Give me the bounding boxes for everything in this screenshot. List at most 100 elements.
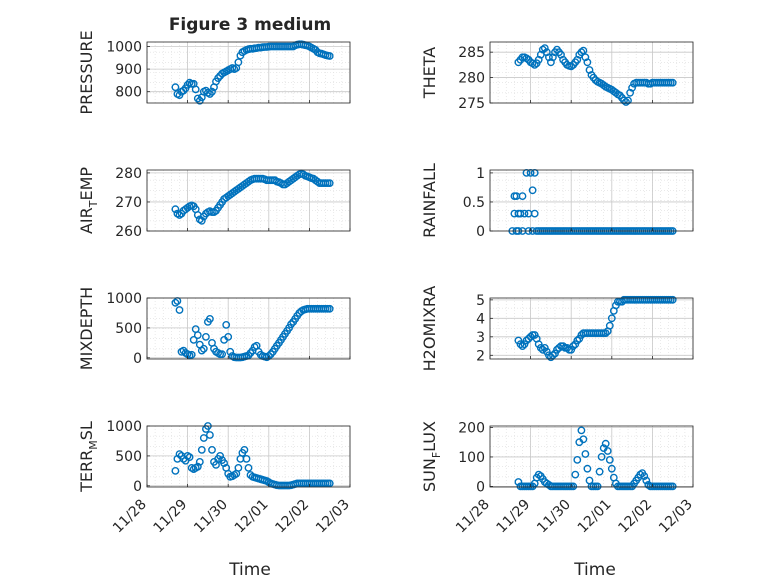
data-point xyxy=(187,350,196,359)
data-point xyxy=(549,351,557,360)
subplot-sun_flux: 0 100 200 11/28 11/29 11/30 12/01 12/02 12/03 SUN… xyxy=(420,420,696,536)
y-tick-label: 800 xyxy=(115,85,142,101)
data-point xyxy=(668,78,677,87)
data-point xyxy=(538,345,547,354)
data-point xyxy=(567,62,576,71)
y-tick-label: 1000 xyxy=(106,419,142,435)
data-point xyxy=(242,454,251,463)
data-point xyxy=(325,479,334,488)
y-tick-label: 900 xyxy=(115,62,142,78)
data-point xyxy=(195,457,204,466)
data-point xyxy=(624,96,632,105)
y-axis-label: H2OMIXRA xyxy=(420,286,439,372)
y-axis-label: PRESSURE xyxy=(77,30,96,114)
data-point xyxy=(222,320,231,329)
data-point xyxy=(193,331,202,339)
y-axis-label: RAINFALL xyxy=(420,163,439,238)
data-point xyxy=(607,314,616,323)
subplot-terr_msl: 0 500 1000 11/28 11/29 11/30 12/01 12/02 12/03 TE… xyxy=(77,419,353,536)
y-tick-label: 0 xyxy=(476,224,485,240)
data-point xyxy=(603,447,612,455)
data-point xyxy=(622,98,630,106)
data-point xyxy=(325,52,334,60)
data-point xyxy=(577,48,586,57)
data-point xyxy=(175,450,184,458)
y-tick-label: 2 xyxy=(476,348,485,364)
axes-box xyxy=(146,425,351,488)
y-tick-label: 3 xyxy=(476,330,485,346)
data-point xyxy=(325,304,334,313)
data-point xyxy=(205,90,214,98)
axes-box xyxy=(489,169,694,232)
data-point xyxy=(579,46,588,55)
data-point xyxy=(628,83,636,92)
data-point xyxy=(540,44,549,52)
x-tick-label: 12/01 xyxy=(575,497,615,537)
data-point xyxy=(607,464,616,473)
data-point xyxy=(175,306,184,314)
y-axis-label: THETA xyxy=(420,47,439,99)
data-point xyxy=(605,321,614,330)
data-point xyxy=(642,476,651,485)
data-point xyxy=(573,336,582,345)
y-axis-label-tail: SL xyxy=(77,421,96,440)
x-tick-label: 11/29 xyxy=(494,497,534,537)
x-tick-label: 11/28 xyxy=(110,497,150,537)
data-point xyxy=(520,209,529,218)
y-axis-label: MIXDEPTH xyxy=(77,287,96,370)
data-point xyxy=(244,463,253,472)
data-point xyxy=(640,472,649,480)
y-tick-label: 5 xyxy=(476,293,485,309)
x-tick-label: 12/03 xyxy=(656,497,696,537)
y-axis-label-main: PRESSURE xyxy=(77,30,96,114)
data-point xyxy=(171,83,180,92)
axes-box xyxy=(489,41,694,104)
x-tick-label: 12/02 xyxy=(615,497,655,537)
data-point xyxy=(197,445,206,454)
y-tick-label: 1000 xyxy=(106,40,142,56)
data-point xyxy=(171,466,180,475)
data-point xyxy=(171,298,180,307)
axes-box xyxy=(146,169,351,232)
data-point xyxy=(199,434,208,442)
data-point xyxy=(205,431,214,439)
subplot-theta: 275 280 285 THETA xyxy=(420,41,694,112)
data-point xyxy=(208,445,216,454)
data-point xyxy=(530,209,539,218)
data-point xyxy=(325,179,334,188)
x-tick-label: 12/02 xyxy=(272,497,312,537)
data-point xyxy=(193,94,202,103)
axes-box xyxy=(146,41,351,104)
data-point xyxy=(536,343,545,352)
y-tick-label: 4 xyxy=(476,311,485,327)
data-point xyxy=(559,342,567,350)
y-axis-label-main: H2OMIXRA xyxy=(420,286,439,372)
y-axis-label-subscript: F xyxy=(430,452,443,458)
data-point xyxy=(569,342,578,350)
axes-box xyxy=(489,297,694,360)
data-point xyxy=(208,87,216,96)
data-point xyxy=(197,346,206,355)
data-point xyxy=(601,329,610,337)
y-axis-label-main: MIXDEPTH xyxy=(77,287,96,370)
data-point xyxy=(516,340,525,349)
y-tick-label: 100 xyxy=(458,450,485,466)
data-point xyxy=(199,344,208,353)
y-axis-label-tail: LUX xyxy=(420,421,439,452)
y-tick-label: 1000 xyxy=(106,291,142,307)
data-point xyxy=(595,467,604,476)
data-point xyxy=(569,482,578,491)
y-tick-label: 285 xyxy=(458,45,485,61)
y-tick-label: 0 xyxy=(133,479,142,495)
data-point xyxy=(518,192,527,201)
data-point xyxy=(518,342,527,350)
y-axis-label-subscript: M xyxy=(87,440,100,450)
subplot-mixdepth: 0 500 1000 MIXDEPTH xyxy=(77,287,351,370)
y-tick-label: 0.5 xyxy=(463,195,485,211)
y-axis-label-main: SUN xyxy=(420,458,439,492)
data-point xyxy=(191,85,200,94)
y-tick-label: 260 xyxy=(115,224,142,240)
data-point xyxy=(583,464,592,473)
